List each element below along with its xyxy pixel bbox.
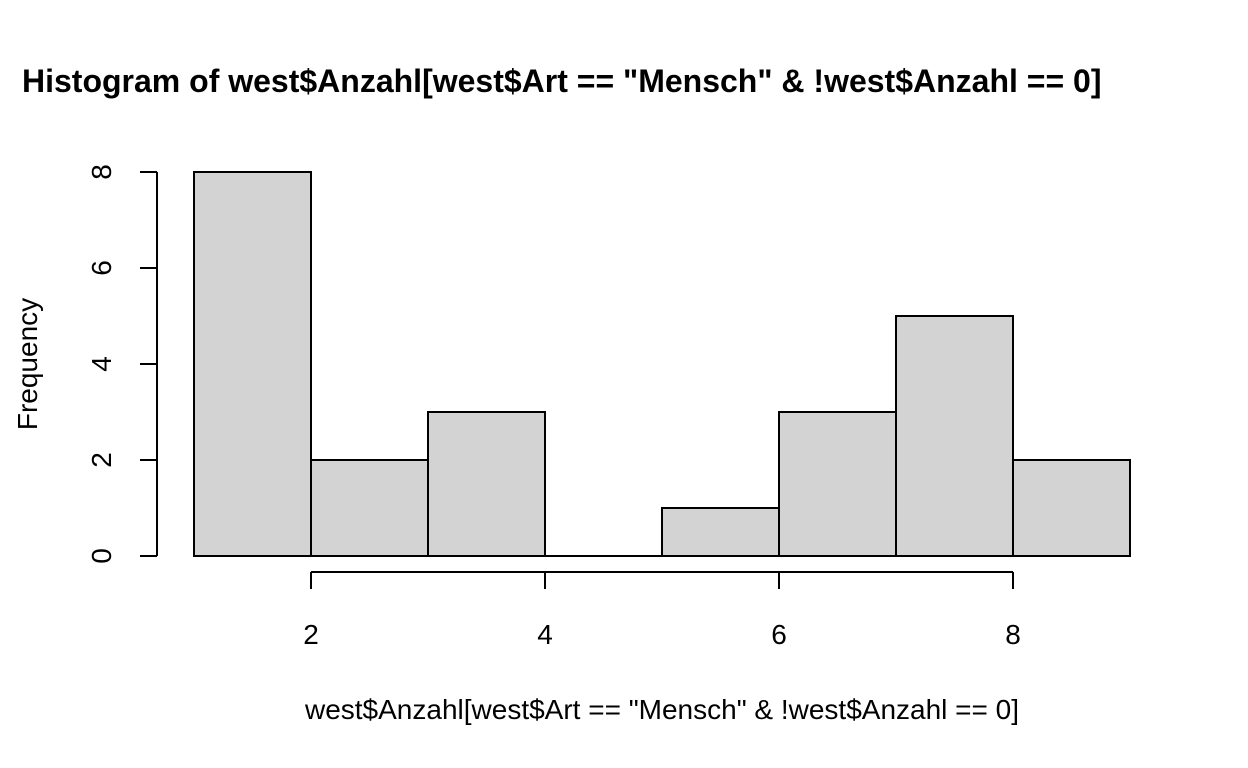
x-axis-label: west$Anzahl[west$Art == "Mensch" & !west… bbox=[304, 694, 1019, 725]
histogram-bar-2 bbox=[310, 459, 429, 557]
y-axis-label: Frequency bbox=[12, 298, 43, 430]
histogram-bar-6 bbox=[778, 411, 897, 557]
histogram-bar-8 bbox=[1012, 459, 1131, 557]
y-tick-label: 4 bbox=[86, 356, 117, 372]
y-axis-ticks: 0 2 4 6 8 bbox=[86, 164, 157, 564]
histogram-bar-7 bbox=[895, 315, 1014, 557]
histogram-bars bbox=[193, 171, 1131, 557]
histogram-bar-1 bbox=[193, 171, 312, 557]
chart-title: Histogram of west$Anzahl[west$Art == "Me… bbox=[22, 63, 1102, 99]
y-tick-label: 0 bbox=[86, 548, 117, 564]
y-tick-label: 8 bbox=[86, 164, 117, 180]
x-tick-label: 4 bbox=[537, 619, 553, 650]
histogram-bar-5 bbox=[661, 507, 780, 557]
x-tick-label: 2 bbox=[303, 619, 319, 650]
x-tick-label: 6 bbox=[771, 619, 787, 650]
x-tick-label: 8 bbox=[1005, 619, 1021, 650]
y-tick-label: 2 bbox=[86, 452, 117, 468]
histogram-bar-3 bbox=[427, 411, 546, 557]
x-axis-ticks: 2 4 6 8 bbox=[303, 572, 1021, 650]
y-tick-label: 6 bbox=[86, 260, 117, 276]
